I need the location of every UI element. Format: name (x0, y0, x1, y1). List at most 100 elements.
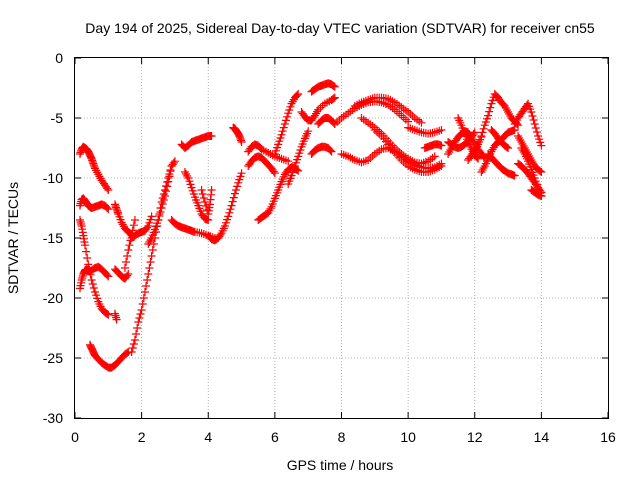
series-arc-42 (487, 126, 513, 152)
data-point (417, 118, 426, 127)
series-arc-23 (284, 127, 313, 188)
data-point (537, 141, 546, 150)
data-point (84, 260, 93, 269)
series-arc-30 (350, 93, 426, 127)
series-arc-33 (404, 123, 446, 138)
x-tick-label: 4 (204, 429, 212, 445)
data-point (87, 276, 96, 284)
series-arc-24 (297, 93, 339, 125)
data-point (167, 162, 176, 170)
data-point (519, 148, 528, 156)
series-arc-14 (177, 132, 216, 152)
y-tick-label: -25 (43, 350, 63, 366)
series-arc-39 (477, 90, 523, 140)
data-point (486, 103, 495, 112)
data-point (165, 172, 174, 181)
data-point (207, 132, 216, 140)
data-point (237, 169, 246, 178)
series-arc-8 (110, 309, 121, 324)
series-arc-43 (510, 99, 546, 150)
data-point (103, 310, 112, 318)
x-tick-label: 2 (138, 429, 146, 445)
data-point (536, 167, 545, 176)
data-point (143, 276, 152, 284)
data-point (537, 168, 546, 176)
x-tick-label: 6 (271, 429, 279, 445)
data-point (530, 120, 539, 128)
data-point (143, 223, 152, 232)
data-point (226, 205, 235, 214)
data-point (197, 186, 206, 194)
data-point (281, 116, 290, 125)
plot-frame (74, 57, 609, 419)
data-point (104, 186, 113, 194)
data-point (202, 202, 211, 210)
data-point (484, 111, 493, 120)
data-point (125, 241, 134, 250)
data-point (229, 193, 238, 202)
data-point (304, 127, 313, 136)
data-point (123, 348, 132, 357)
data-point (103, 204, 112, 212)
data-point (269, 167, 278, 176)
data-point (120, 264, 129, 272)
data-point (123, 271, 132, 280)
data-point (293, 91, 302, 100)
axis-ticks (74, 57, 609, 419)
data-point (504, 144, 513, 152)
data-point (104, 310, 113, 319)
data-point (329, 94, 338, 103)
data-point (278, 127, 287, 136)
series-arc-10 (127, 212, 156, 242)
data-point (329, 118, 338, 127)
data-point (140, 288, 149, 296)
series-arc-20 (244, 152, 279, 178)
data-point (132, 330, 141, 338)
series-arc-25 (307, 79, 339, 96)
x-axis-label: GPS time / hours (287, 457, 394, 473)
data-point (199, 194, 208, 202)
data-point (329, 82, 338, 90)
data-point (128, 344, 137, 352)
data-point (85, 265, 94, 274)
series-arc-41 (484, 150, 519, 180)
x-tick-label: 0 (71, 429, 79, 445)
series-arc-17 (204, 169, 246, 245)
data-point (485, 107, 494, 116)
x-tick-label: 16 (600, 429, 616, 445)
data-point (103, 184, 112, 193)
y-tick-labels: 0 -5 -10 -15 -20 -25 -30 (43, 50, 63, 426)
data-point (225, 208, 234, 217)
x-tick-label: 8 (338, 429, 346, 445)
y-tick-label: -5 (51, 110, 64, 126)
data-point (294, 166, 303, 175)
data-point (145, 264, 154, 272)
data-point (136, 310, 145, 318)
series-arc-9 (127, 157, 179, 356)
data-point (80, 241, 89, 250)
data-point (502, 143, 511, 152)
series-arc-37 (454, 114, 483, 163)
series-arc-34 (420, 140, 446, 152)
series-arc-4 (75, 216, 113, 319)
series-arc-16 (197, 186, 216, 218)
data-point (277, 130, 286, 139)
data-point (527, 108, 536, 116)
x-tick-labels: 0 2 4 6 8 10 12 14 16 (71, 429, 616, 445)
data-point (126, 236, 135, 245)
series-arc-2 (75, 194, 113, 214)
y-tick-label: -15 (43, 230, 63, 246)
data-point (83, 254, 92, 262)
data-point (159, 196, 168, 204)
series-arc-32 (370, 126, 446, 176)
data-point (154, 216, 163, 224)
data-point (472, 142, 481, 151)
data-point (430, 152, 439, 161)
data-point (270, 169, 279, 178)
data-point (163, 182, 172, 191)
data-point (283, 112, 292, 121)
series-arc-47 (527, 186, 546, 200)
data-point (198, 190, 207, 198)
data-point (233, 182, 242, 191)
